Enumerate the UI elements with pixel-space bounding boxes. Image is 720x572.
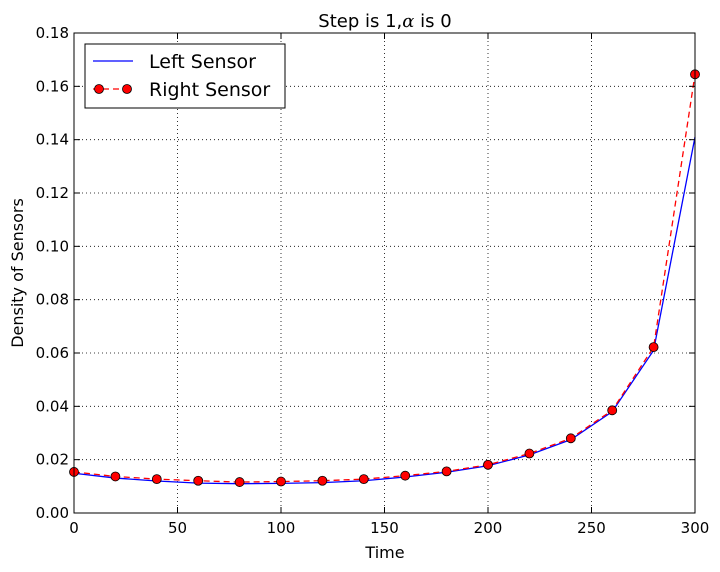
x-tick-label: 50 [168, 519, 187, 537]
series-2-point [607, 405, 618, 416]
series-line-1 [73, 136, 696, 485]
y-tick-label: 0.02 [36, 451, 69, 469]
legend-marker [94, 84, 104, 94]
series-2-point [234, 477, 245, 487]
series-2-point [400, 470, 411, 481]
legend: Left Sensor Right Sensor [84, 43, 286, 109]
legend-label: Right Sensor [149, 79, 270, 101]
series-2-point [483, 459, 493, 470]
series-2-point [151, 474, 162, 485]
series-2-point [110, 471, 121, 482]
series-2-point [193, 475, 204, 486]
x-axis-label: Time [364, 543, 404, 562]
y-tick-label: 0.14 [36, 131, 69, 149]
y-axis-label: Density of Sensors [8, 198, 27, 348]
y-tick-label: 0.12 [36, 184, 69, 202]
series-2-point [565, 433, 576, 444]
y-tick-label: 0.18 [36, 24, 69, 42]
x-tick-label: 150 [370, 519, 399, 537]
y-tick-label: 0.00 [36, 504, 69, 522]
legend-marker [122, 84, 132, 94]
legend-box [84, 43, 286, 109]
x-tick-label: 0 [69, 519, 79, 537]
series-2-point [317, 475, 328, 486]
y-tick-label: 0.16 [36, 77, 69, 95]
y-tick-label: 0.04 [36, 397, 69, 415]
y-tick-label: 0.06 [36, 344, 69, 362]
x-tick-label: 250 [577, 519, 606, 537]
y-tick-label: 0.08 [36, 291, 69, 309]
ticks: 0 50 100 150 200 250 300 0.00 0.02 0.04 0.06 0.08 0.… [36, 24, 710, 537]
legend-label: Left Sensor [149, 51, 256, 73]
series-2-point [524, 448, 535, 459]
series-2-point [358, 474, 369, 485]
x-tick-label: 100 [267, 519, 296, 537]
x-tick-label: 300 [681, 519, 710, 537]
series-2-point [648, 342, 659, 353]
series-2-point [276, 476, 286, 487]
y-tick-label: 0.10 [36, 237, 69, 255]
chart-title-prefix: Step is 1, [318, 11, 402, 32]
chart-title-suffix: is 0 [414, 11, 451, 32]
chart-title: Step is 1,α is 0 [318, 11, 451, 32]
series-layer [69, 69, 700, 487]
x-tick-label: 200 [474, 519, 503, 537]
series-2-point [441, 466, 452, 477]
series-line-2 [73, 74, 696, 483]
chart-title-symbol: α [402, 11, 414, 32]
